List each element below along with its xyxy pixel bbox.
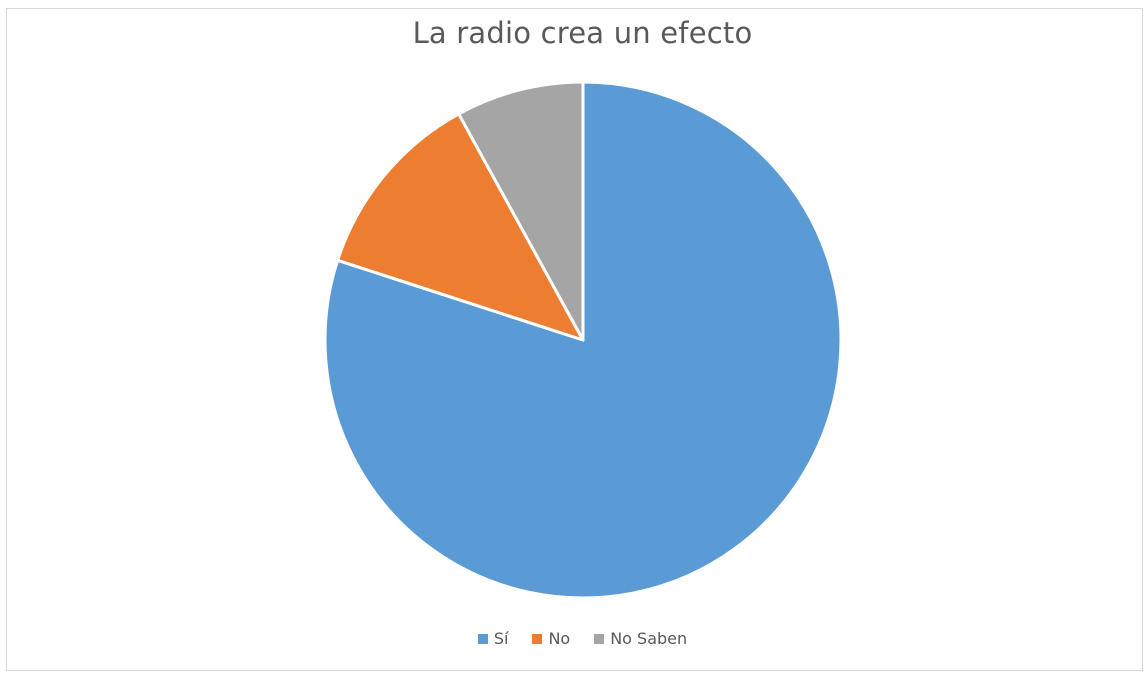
legend-item-no-saben: No Saben [594,629,687,648]
legend-swatch-no-saben [594,633,605,644]
legend-label-si: Sí [493,629,509,648]
legend-swatch-no [532,633,543,644]
legend-item-no: No [532,629,570,648]
pie-slice-si [323,80,843,600]
legend-label-no: No [548,629,571,648]
legend-label-no-saben: No Saben [610,629,688,648]
pie-slice-no-saben [457,80,585,342]
legend-swatch-si [477,633,488,644]
legend-item-si: Sí [477,629,509,648]
chart-title: La radio crea un efecto [412,16,753,50]
chart-legend: Sí No No Saben [0,629,1145,648]
pie-slice-no [336,112,585,342]
